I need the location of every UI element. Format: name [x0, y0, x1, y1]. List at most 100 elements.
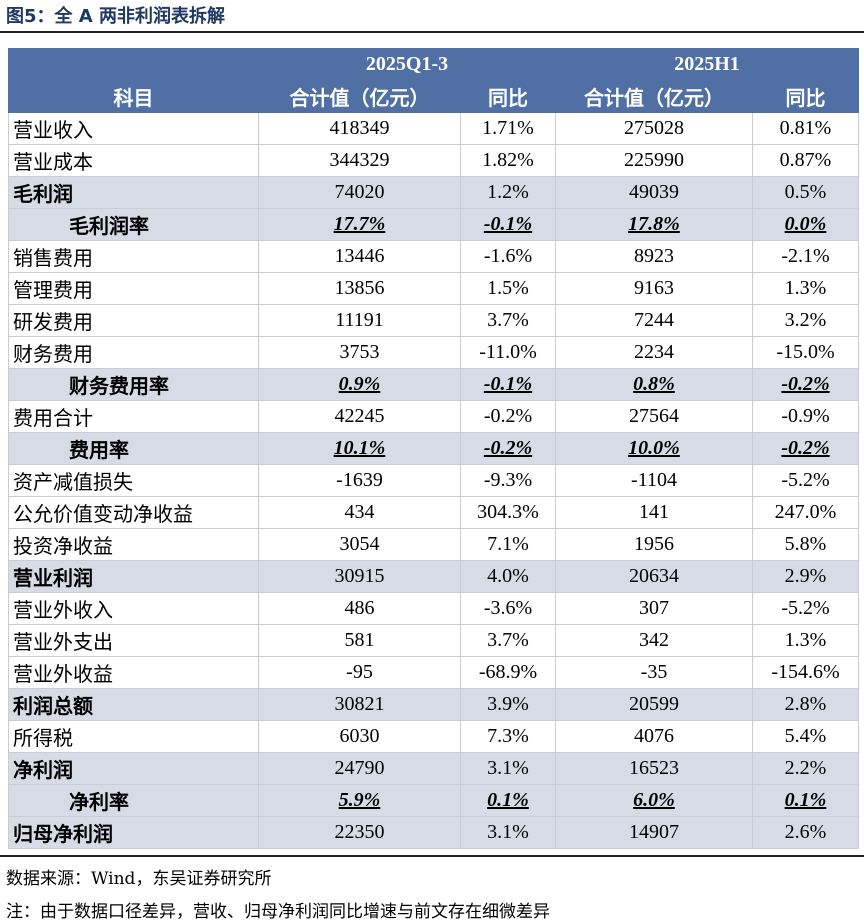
period-header: 2025Q1-3: [258, 48, 556, 81]
table-row: 财务费用率 0.9% -0.1% 0.8% -0.2%: [8, 368, 859, 401]
cell-value: -0.2%: [460, 432, 556, 465]
cell-value: -0.1%: [460, 208, 556, 241]
cell-value: 7.1%: [460, 528, 556, 561]
cell-value: -9.3%: [460, 464, 556, 497]
source-note: 数据来源：Wind，东吴证券研究所: [6, 869, 272, 889]
cell-value: 3.7%: [460, 624, 556, 657]
cell-value: -0.2%: [460, 400, 556, 433]
cell-value: 307: [555, 592, 753, 625]
cell-value: 49039: [555, 176, 753, 209]
row-label: 营业外支出: [8, 624, 259, 657]
cell-value: 10.1%: [258, 432, 461, 465]
table-row: 利润总额 30821 3.9% 20599 2.8%: [8, 688, 859, 721]
cell-value: 7244: [555, 304, 753, 337]
cell-value: 13856: [258, 272, 461, 305]
cell-value: -1.6%: [460, 240, 556, 273]
cell-value: -5.2%: [752, 464, 859, 497]
cell-value: 304.3%: [460, 496, 556, 529]
table-row: 营业成本 344329 1.82% 225990 0.87%: [8, 144, 859, 177]
row-label: 净利率: [8, 784, 259, 817]
cell-value: 30915: [258, 560, 461, 593]
cell-value: 0.81%: [752, 112, 859, 145]
header-blank: [8, 48, 259, 81]
cell-value: 3.1%: [460, 816, 556, 849]
cell-value: 1.82%: [460, 144, 556, 177]
row-label: 公允价值变动净收益: [8, 496, 259, 529]
column-header: 合计值（亿元）: [555, 80, 753, 113]
cell-value: 1.5%: [460, 272, 556, 305]
table-row: 财务费用 3753 -11.0% 2234 -15.0%: [8, 336, 859, 369]
cell-value: 3.9%: [460, 688, 556, 721]
cell-value: 3753: [258, 336, 461, 369]
cell-value: -15.0%: [752, 336, 859, 369]
footnote: 注：由于数据口径差异，营收、归母净利润同比增速与前文存在细微差异: [6, 902, 550, 922]
cell-value: 0.0%: [752, 208, 859, 241]
row-label: 管理费用: [8, 272, 259, 305]
row-label: 资产减值损失: [8, 464, 259, 497]
table-row: 毛利润 74020 1.2% 49039 0.5%: [8, 176, 859, 209]
row-label: 营业外收益: [8, 656, 259, 689]
cell-value: 486: [258, 592, 461, 625]
cell-value: 581: [258, 624, 461, 657]
cell-value: 3.7%: [460, 304, 556, 337]
cell-value: 5.4%: [752, 720, 859, 753]
period-header: 2025H1: [555, 48, 859, 81]
cell-value: 20599: [555, 688, 753, 721]
cell-value: 344329: [258, 144, 461, 177]
row-label: 利润总额: [8, 688, 259, 721]
cell-value: -1639: [258, 464, 461, 497]
table-row: 净利润 24790 3.1% 16523 2.2%: [8, 752, 859, 785]
table-row: 营业外支出 581 3.7% 342 1.3%: [8, 624, 859, 657]
cell-value: 4076: [555, 720, 753, 753]
column-header: 同比: [752, 80, 859, 113]
cell-value: 14907: [555, 816, 753, 849]
cell-value: 13446: [258, 240, 461, 273]
table-row: 销售费用 13446 -1.6% 8923 -2.1%: [8, 240, 859, 273]
cell-value: 6.0%: [555, 784, 753, 817]
column-header: 科目: [8, 80, 259, 113]
bottom-rule: [0, 855, 864, 857]
row-label: 投资净收益: [8, 528, 259, 561]
cell-value: -0.9%: [752, 400, 859, 433]
cell-value: 0.5%: [752, 176, 859, 209]
table-row: 研发费用 11191 3.7% 7244 3.2%: [8, 304, 859, 337]
table-row: 资产减值损失 -1639 -9.3% -1104 -5.2%: [8, 464, 859, 497]
cell-value: -3.6%: [460, 592, 556, 625]
row-label: 归母净利润: [8, 816, 259, 849]
row-label: 营业利润: [8, 560, 259, 593]
cell-value: 11191: [258, 304, 461, 337]
cell-value: 434: [258, 496, 461, 529]
cell-value: 247.0%: [752, 496, 859, 529]
cell-value: 141: [555, 496, 753, 529]
cell-value: 2234: [555, 336, 753, 369]
cell-value: 74020: [258, 176, 461, 209]
table-row: 管理费用 13856 1.5% 9163 1.3%: [8, 272, 859, 305]
cell-value: 342: [555, 624, 753, 657]
cell-value: 8923: [555, 240, 753, 273]
cell-value: -5.2%: [752, 592, 859, 625]
cell-value: -11.0%: [460, 336, 556, 369]
column-row: 科目 合计值（亿元） 同比 合计值（亿元） 同比: [8, 80, 859, 113]
table-row: 费用合计 42245 -0.2% 27564 -0.9%: [8, 400, 859, 433]
cell-value: 17.8%: [555, 208, 753, 241]
row-label: 营业外收入: [8, 592, 259, 625]
cell-value: 0.1%: [460, 784, 556, 817]
table-row: 营业利润 30915 4.0% 20634 2.9%: [8, 560, 859, 593]
cell-value: 1956: [555, 528, 753, 561]
cell-value: 22350: [258, 816, 461, 849]
cell-value: 5.9%: [258, 784, 461, 817]
row-label: 财务费用: [8, 336, 259, 369]
period-row: 2025Q1-3 2025H1: [8, 48, 859, 81]
row-label: 净利润: [8, 752, 259, 785]
row-label: 营业收入: [8, 112, 259, 145]
cell-value: 225990: [555, 144, 753, 177]
table-row: 营业收入 418349 1.71% 275028 0.81%: [8, 112, 859, 145]
table-row: 营业外收入 486 -3.6% 307 -5.2%: [8, 592, 859, 625]
row-label: 毛利润: [8, 176, 259, 209]
table-row: 毛利润率 17.7% -0.1% 17.8% 0.0%: [8, 208, 859, 241]
cell-value: -0.2%: [752, 432, 859, 465]
cell-value: 2.6%: [752, 816, 859, 849]
cell-value: 5.8%: [752, 528, 859, 561]
cell-value: 0.87%: [752, 144, 859, 177]
